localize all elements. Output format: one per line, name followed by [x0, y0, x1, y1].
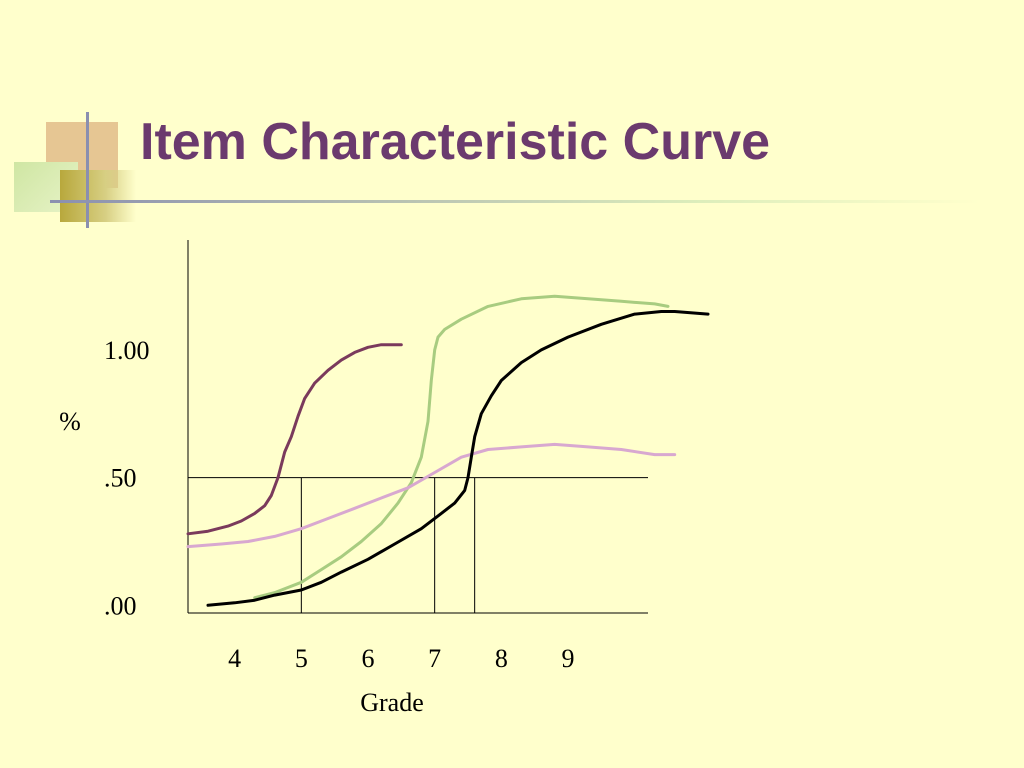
y-tick-label: .50	[104, 464, 137, 493]
reference-lines	[188, 477, 648, 613]
y-tick-label: 1.00	[104, 336, 150, 365]
x-tick-label: 7	[428, 644, 441, 673]
x-tick-label: 4	[228, 644, 241, 673]
y-axis-label: %	[59, 407, 81, 436]
slide-title: Item Characteristic Curve	[140, 113, 771, 171]
x-tick-label: 6	[362, 644, 375, 673]
decor-vertical-line	[86, 112, 89, 228]
x-tick-labels: 4 5 6 7 8 9	[228, 644, 574, 673]
series-line-3	[186, 442, 677, 549]
chart-axes	[187, 240, 648, 614]
series-line-4	[206, 310, 710, 607]
x-tick-label: 9	[562, 644, 575, 673]
series-line-2	[253, 294, 670, 600]
series-line-1	[186, 343, 403, 536]
y-tick-labels: .00 .50 1.00	[104, 336, 150, 620]
title-underline	[50, 200, 980, 203]
x-axis-label: Grade	[360, 688, 424, 717]
x-tick-label: 5	[295, 644, 308, 673]
x-tick-label: 8	[495, 644, 508, 673]
series-layer	[186, 294, 710, 607]
y-tick-label: .00	[104, 591, 137, 620]
decor-square-olive	[60, 170, 136, 222]
